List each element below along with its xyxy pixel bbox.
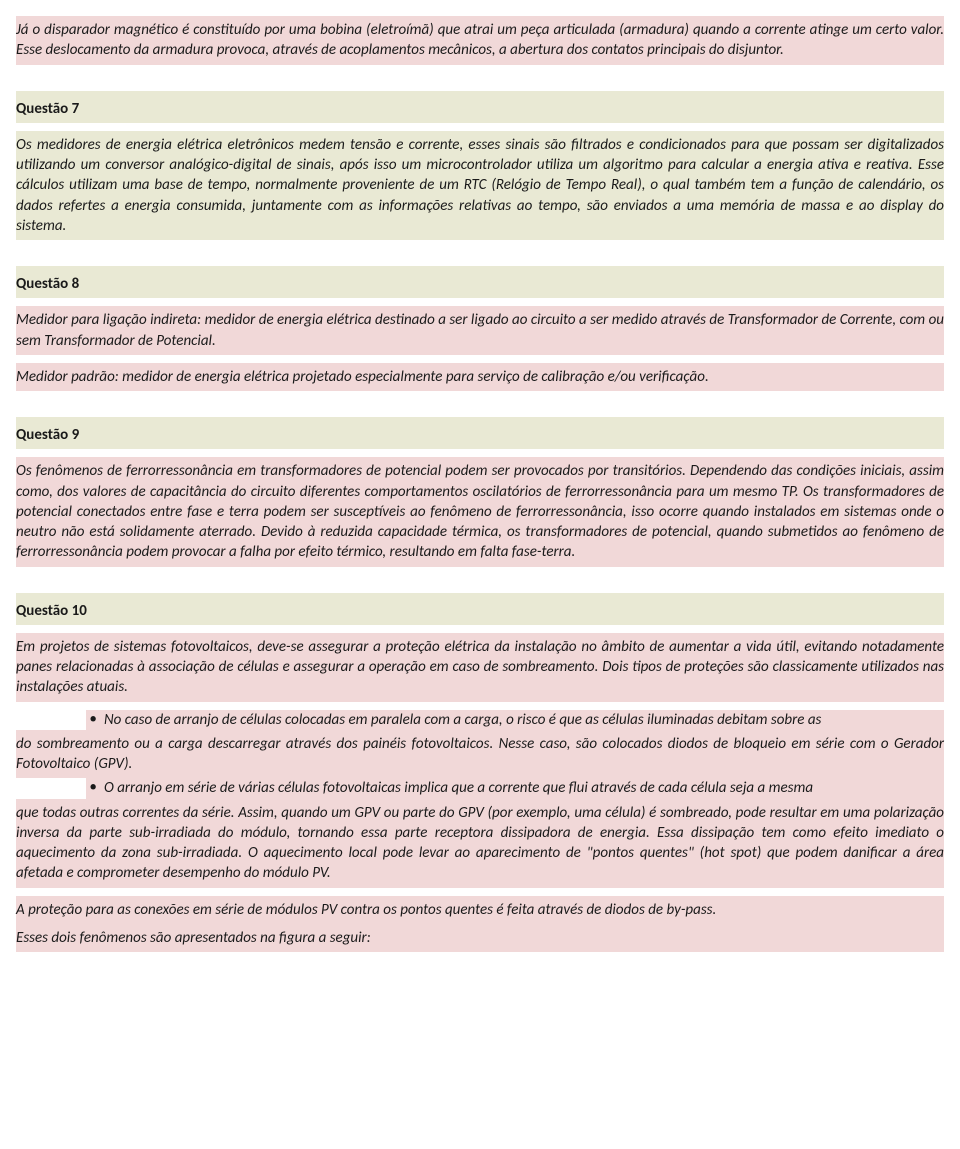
separator — [16, 567, 944, 593]
q10-bullet2-row: • O arranjo em série de várias células f… — [16, 778, 944, 798]
q9-body: Os fenômenos de ferrorressonância em tra… — [16, 457, 944, 566]
intro-paragraph: Já o disparador magnético é constituído … — [16, 16, 944, 65]
separator — [16, 625, 944, 633]
separator — [16, 65, 944, 91]
separator — [16, 702, 944, 710]
q8-p2: Medidor padrão: medidor de energia elétr… — [16, 363, 944, 391]
q10-b2-first: O arranjo em série de várias células fot… — [100, 778, 944, 798]
q10-b2-cont: que todas outras correntes da série. Ass… — [16, 799, 944, 888]
separator — [16, 888, 944, 896]
q7-body: Os medidores de energia elétrica eletrôn… — [16, 131, 944, 240]
bullet-indent — [16, 710, 86, 730]
q10-b1-first: No caso de arranjo de células colocadas … — [100, 710, 944, 730]
q9-title: Questão 9 — [16, 417, 944, 449]
q8-title: Questão 8 — [16, 266, 944, 298]
separator — [16, 449, 944, 457]
q10-b1-cont: do sombreamento ou a carga descarregar a… — [16, 730, 944, 779]
separator — [16, 355, 944, 363]
q10-p2: A proteção para as conexões em série de … — [16, 896, 944, 924]
bullet-mark: • — [86, 710, 100, 730]
separator — [16, 123, 944, 131]
q8-p1: Medidor para ligação indireta: medidor d… — [16, 306, 944, 355]
bullet-mark: • — [86, 778, 100, 798]
separator — [16, 240, 944, 266]
q10-title: Questão 10 — [16, 593, 944, 625]
q10-bullet1-row: • No caso de arranjo de células colocada… — [16, 710, 944, 730]
bullet-indent — [16, 778, 86, 798]
q7-title: Questão 7 — [16, 91, 944, 123]
separator — [16, 391, 944, 417]
separator — [16, 298, 944, 306]
q10-p3: Esses dois fenômenos são apresentados na… — [16, 924, 944, 952]
q10-p1: Em projetos de sistemas fotovoltaicos, d… — [16, 633, 944, 702]
